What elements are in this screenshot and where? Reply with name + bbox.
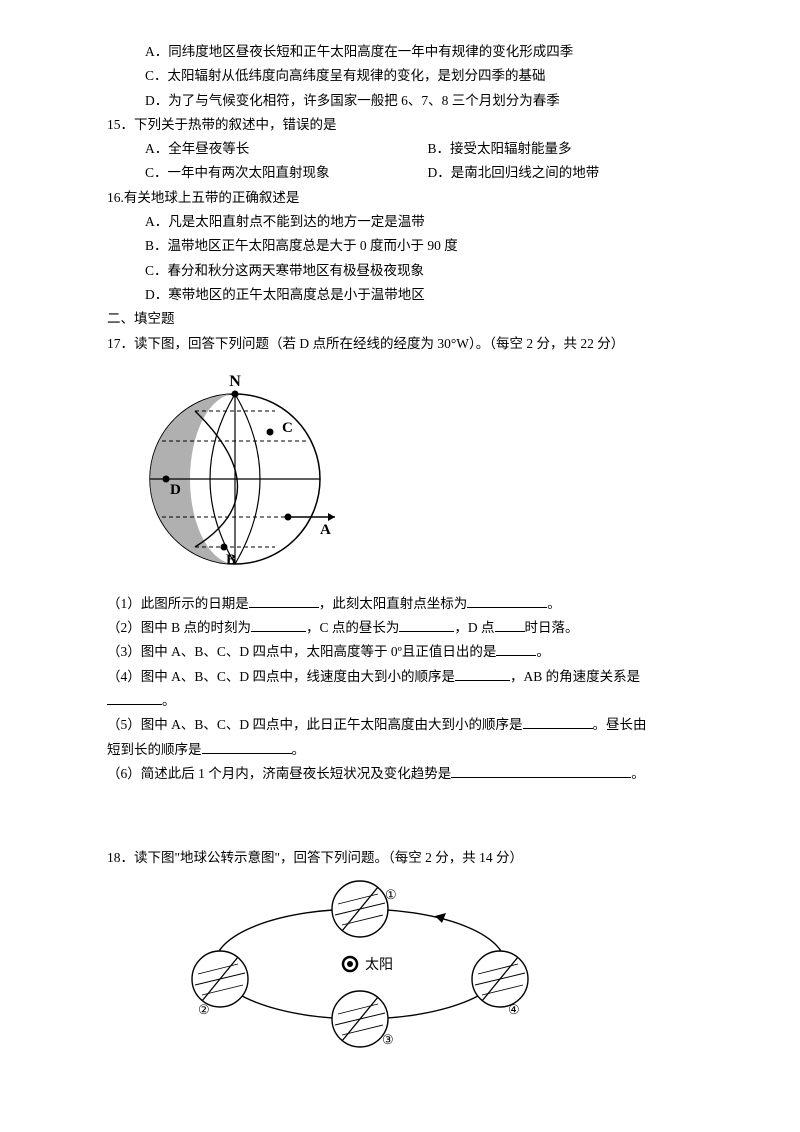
q17-sub5c: 短到长的顺序是。	[90, 738, 710, 762]
globe-4: ④	[472, 951, 528, 1017]
q16-opt-c: C．春分和秋分这两天寒带地区有极昼极夜现象	[90, 259, 710, 283]
option-d: D．为了与气候变化相符，许多国家一般把 6、7、8 三个月划分为春季	[90, 89, 710, 113]
q17-sub5: （5）图中 A、B、C、D 四点中，此日正午太阳高度由大到小的顺序是。昼长由	[90, 713, 710, 737]
figure-1-globe: N C D A B	[90, 364, 710, 584]
option-c: C．太阳辐射从低纬度向高纬度呈有规律的变化，是划分四季的基础	[90, 64, 710, 88]
q17-sub4: （4）图中 A、B、C、D 四点中，线速度由大到小的顺序是，AB 的角速度关系是	[90, 665, 710, 689]
q17-sub4c: 。	[90, 689, 710, 713]
question-18: 18．读下图"地球公转示意图"，回答下列问题。（每空 2 分，共 14 分）	[90, 846, 710, 870]
label-d: D	[170, 482, 181, 498]
label-c: C	[282, 420, 293, 436]
svg-text:①: ①	[385, 887, 397, 902]
q17-sub2: （2）图中 B 点的时刻为，C 点的昼长为，D 点时日落。	[90, 616, 710, 640]
q17-sub1: （1）此图所示的日期是，此刻太阳直射点坐标为。	[90, 592, 710, 616]
svg-text:④: ④	[508, 1002, 520, 1017]
globe-1: ①	[332, 881, 397, 937]
q15-opt-d: D．是南北回归线之间的地带	[428, 161, 711, 185]
svg-text:②: ②	[198, 1002, 210, 1017]
svg-text:③: ③	[382, 1032, 394, 1047]
q16-opt-b: B．温带地区正午太阳高度总是大于 0 度而小于 90 度	[90, 234, 710, 258]
section-2-title: 二、填空题	[90, 307, 710, 331]
q17-sub6: （6）简述此后 1 个月内，济南昼夜长短状况及变化趋势是。	[90, 762, 710, 786]
q15-opt-c: C．一年中有两次太阳直射现象	[145, 161, 428, 185]
option-a: A．同纬度地区昼夜长短和正午太阳高度在一年中有规律的变化形成四季	[90, 40, 710, 64]
q17-sub3: （3）图中 A、B、C、D 四点中，太阳高度等于 0º且正值日出的是。	[90, 640, 710, 664]
globe-3: ③	[332, 991, 394, 1047]
q15-options: A．全年昼夜等长 B．接受太阳辐射能量多 C．一年中有两次太阳直射现象 D．是南…	[90, 137, 710, 186]
q15-opt-a: A．全年昼夜等长	[145, 137, 428, 161]
label-b: B	[226, 552, 236, 568]
q16-opt-a: A．凡是太阳直射点不能到达的地方一定是温带	[90, 210, 710, 234]
figure-2-orbit: 太阳 ① ② ③ ④	[90, 879, 710, 1049]
question-17: 17．读下图，回答下列问题（若 D 点所在经线的经度为 30°W）。（每空 2 …	[90, 332, 710, 356]
label-a: A	[320, 522, 331, 538]
label-n: N	[229, 373, 241, 390]
question-15: 15．下列关于热带的叙述中，错误的是	[90, 113, 710, 137]
globe-2: ②	[192, 951, 248, 1017]
q16-opt-d: D．寒带地区的正午太阳高度总是小于温带地区	[90, 283, 710, 307]
q15-opt-b: B．接受太阳辐射能量多	[428, 137, 711, 161]
sun-label: 太阳	[365, 957, 393, 973]
question-16: 16.有关地球上五带的正确叙述是	[90, 186, 710, 210]
